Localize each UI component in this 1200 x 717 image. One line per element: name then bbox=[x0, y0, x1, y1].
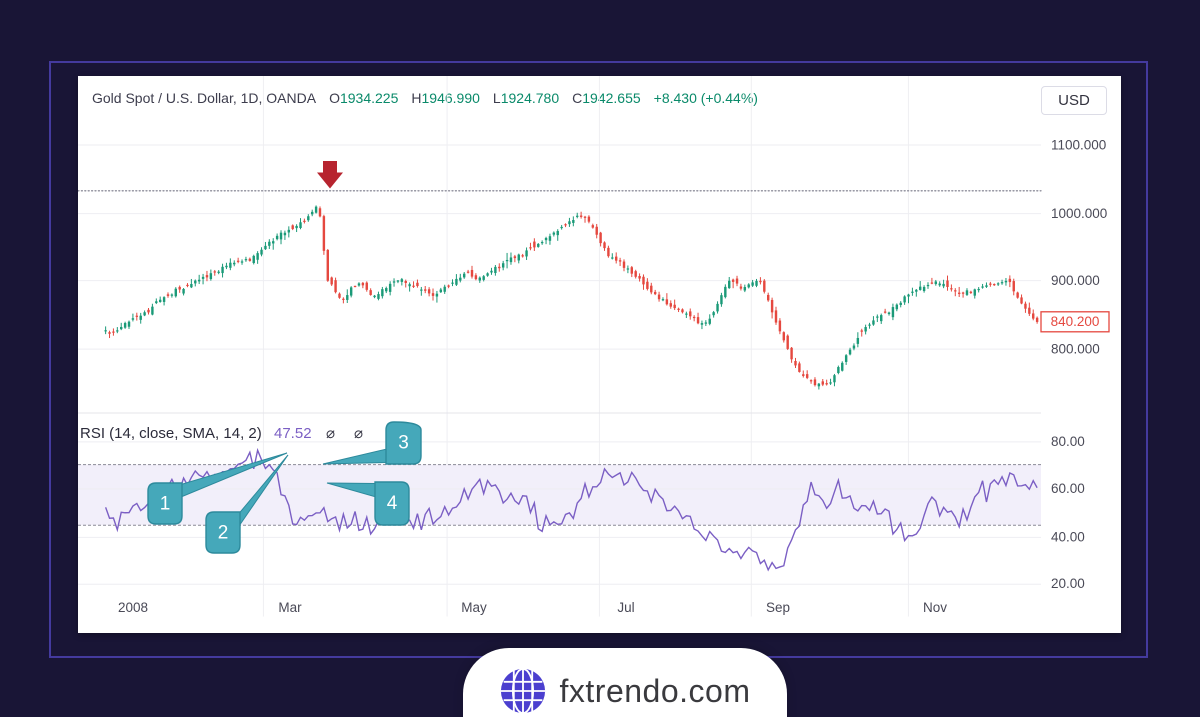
svg-text:4: 4 bbox=[387, 493, 398, 514]
svg-text:80.00: 80.00 bbox=[1051, 434, 1085, 449]
svg-text:⌀: ⌀ bbox=[326, 425, 335, 442]
svg-text:900.000: 900.000 bbox=[1051, 273, 1100, 288]
svg-text:40.00: 40.00 bbox=[1051, 529, 1085, 544]
svg-text:Mar: Mar bbox=[278, 600, 302, 615]
svg-text:60.00: 60.00 bbox=[1051, 481, 1085, 496]
svg-text:3: 3 bbox=[398, 433, 409, 454]
svg-text:1: 1 bbox=[160, 494, 171, 515]
svg-text:47.52: 47.52 bbox=[274, 425, 312, 442]
svg-text:2008: 2008 bbox=[118, 600, 148, 615]
svg-text:2: 2 bbox=[218, 523, 229, 544]
svg-text:Sep: Sep bbox=[766, 600, 790, 615]
svg-text:840.200: 840.200 bbox=[1051, 314, 1100, 329]
svg-text:Nov: Nov bbox=[923, 600, 947, 615]
svg-text:1000.000: 1000.000 bbox=[1051, 206, 1107, 221]
svg-text:20.00: 20.00 bbox=[1051, 576, 1085, 591]
svg-text:Jul: Jul bbox=[617, 600, 634, 615]
svg-text:⌀: ⌀ bbox=[354, 425, 363, 442]
svg-text:800.000: 800.000 bbox=[1051, 342, 1100, 357]
svg-text:RSI (14, close, SMA, 14, 2): RSI (14, close, SMA, 14, 2) bbox=[80, 425, 262, 442]
svg-text:1100.000: 1100.000 bbox=[1051, 138, 1106, 153]
svg-text:May: May bbox=[461, 600, 487, 615]
